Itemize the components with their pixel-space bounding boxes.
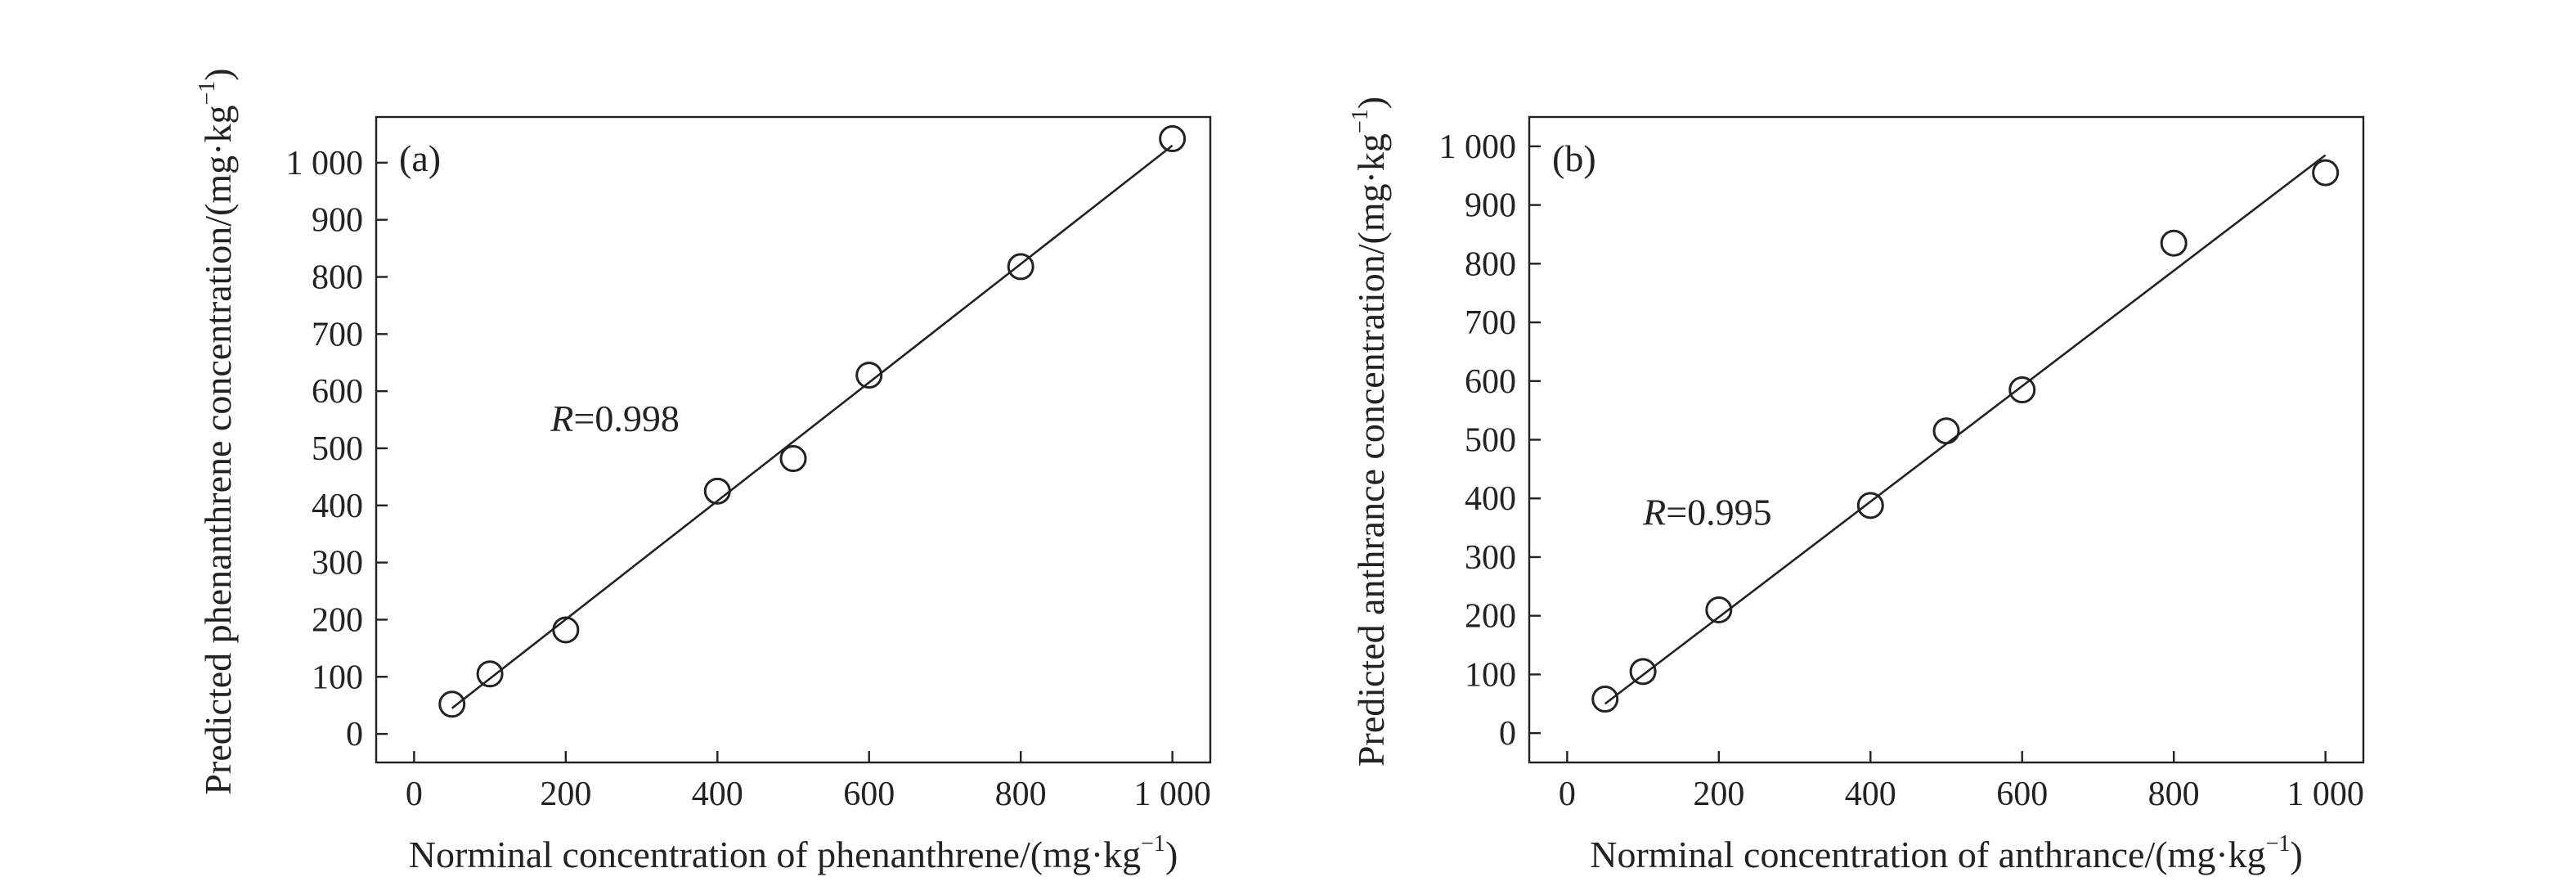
data-point: [1007, 253, 1034, 281]
y-tick-label: 0: [1499, 715, 1516, 753]
y-tick-label: 100: [312, 659, 363, 696]
x-tick-label: 800: [995, 776, 1047, 813]
correlation-annotation: R=0.995: [1642, 492, 1772, 533]
fit-line: [1604, 154, 2327, 705]
x-tick-label: 200: [540, 776, 591, 813]
y-axis-title: Predicted phenanthrene concentration/(mg…: [195, 68, 239, 794]
x-axis-unit-close: ): [1165, 834, 1178, 875]
y-axis-unit-close: ): [1350, 97, 1392, 109]
fit-line: [451, 144, 1174, 709]
data-point: [552, 616, 580, 644]
y-tick-label: 700: [312, 316, 363, 353]
correlation-annotation: R=0.998: [550, 398, 680, 439]
x-tick-label: 0: [406, 776, 423, 813]
x-axis-title: Norminal concentration of anthrance/(mg·…: [1590, 831, 2303, 875]
y-tick-label: 800: [1465, 245, 1516, 283]
data-point: [1591, 686, 1619, 713]
data-point: [2160, 229, 2188, 257]
y-axis-title-text: Predicted phenanthrene concentration/(mg…: [197, 106, 239, 795]
y-tick-label: 200: [1465, 598, 1516, 636]
y-tick-label: 200: [312, 601, 363, 639]
x-tick-label: 800: [2148, 776, 2200, 813]
x-tick-label: 200: [1693, 776, 1744, 813]
y-tick-label: 400: [1465, 480, 1516, 518]
data-point: [779, 445, 807, 473]
data-point: [855, 362, 883, 389]
x-tick-label: 1 000: [1133, 776, 1211, 813]
x-tick-label: 400: [1845, 776, 1896, 813]
r-value: =0.998: [573, 398, 679, 439]
y-tick-label: 1 000: [1439, 128, 1517, 166]
y-axis-unit-exponent: −1: [1348, 109, 1373, 133]
y-axis-title-text: Predicted anthrance concentration/(mg·kg: [1350, 133, 1392, 767]
y-tick-label: 600: [1465, 363, 1516, 401]
y-axis-title: Predicted anthrance concentration/(mg·kg…: [1348, 97, 1392, 767]
data-point: [1932, 417, 1960, 445]
data-point: [1856, 492, 1884, 519]
y-tick-label: 900: [1465, 187, 1516, 225]
y-tick-label: 500: [312, 430, 363, 468]
x-axis-title: Norminal concentration of phenanthrene/(…: [409, 831, 1178, 875]
y-tick-label: 1 000: [286, 145, 364, 182]
x-tick-label: 400: [692, 776, 743, 813]
x-tick-label: 600: [1996, 776, 2048, 813]
data-point: [2312, 159, 2340, 187]
data-point: [1705, 596, 1733, 624]
r-symbol: R: [1642, 492, 1666, 533]
r-value: =0.995: [1666, 492, 1771, 533]
x-tick-label: 600: [843, 776, 895, 813]
y-tick-label: 300: [312, 545, 363, 582]
y-axis-unit-close: ): [197, 68, 239, 80]
x-tick-label: 0: [1559, 776, 1576, 813]
y-tick-label: 600: [312, 373, 363, 411]
data-point: [438, 690, 466, 718]
y-tick-label: 700: [1465, 304, 1516, 342]
data-point: [2008, 376, 2036, 404]
data-point: [1159, 125, 1187, 153]
data-point: [703, 477, 731, 505]
x-tick-label: 1 000: [2287, 776, 2364, 813]
y-tick-label: 800: [312, 259, 363, 297]
data-point: [476, 660, 504, 688]
y-tick-label: 0: [346, 716, 363, 753]
r-symbol: R: [550, 398, 573, 439]
x-axis-unit-exponent: −1: [1141, 831, 1165, 857]
y-tick-label: 100: [1465, 656, 1516, 694]
x-axis-unit-exponent: −1: [2266, 831, 2291, 857]
y-tick-label: 900: [312, 202, 363, 240]
plot-frame: [375, 115, 1212, 764]
y-tick-label: 400: [312, 488, 363, 525]
y-tick-label: 300: [1465, 539, 1516, 577]
panel-label: (a): [399, 137, 441, 179]
x-axis-unit-close: ): [2290, 834, 2302, 875]
data-point: [1629, 658, 1657, 686]
panel-a: 0 200 400 600 800 1 000 0 100 200 300 400 500 600 700…: [195, 68, 1212, 875]
y-tick-label: 500: [1465, 422, 1516, 460]
y-axis-unit-exponent: −1: [195, 81, 220, 106]
x-axis-title-text: Norminal concentration of anthrance/(mg·…: [1590, 834, 2265, 875]
x-axis-title-text: Norminal concentration of phenanthrene/(…: [409, 834, 1141, 875]
panel-label: (b): [1552, 137, 1596, 179]
panel-b: 0 200 400 600 800 1 000 0 100 200 300 400 500 600 700…: [1348, 97, 2365, 875]
